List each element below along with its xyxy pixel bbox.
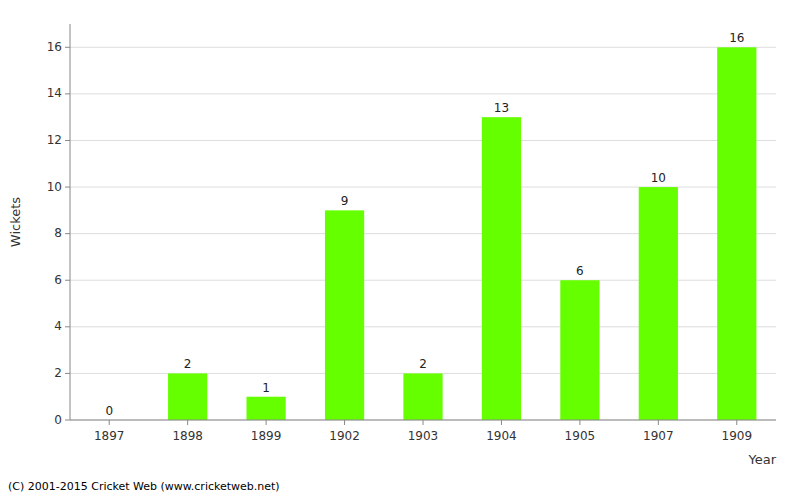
data-label: 1: [262, 381, 270, 395]
y-tick-label: 6: [54, 273, 62, 287]
chart-container: 0246810121416189718981899190219031904190…: [0, 0, 800, 500]
y-axis-line: [70, 24, 71, 420]
x-tick: [109, 420, 110, 425]
data-label: 13: [494, 101, 509, 115]
bar: [717, 47, 756, 420]
y-tick: [65, 420, 70, 421]
y-ticks: 0 2 4 6 8 10 12 14 16: [47, 40, 70, 427]
y-tick: [65, 233, 70, 234]
y-tick-label: 12: [47, 133, 62, 147]
grid-line: [70, 47, 776, 48]
x-tick-label: 1902: [329, 429, 360, 443]
data-label: 0: [105, 404, 113, 418]
y-tick: [65, 140, 70, 141]
x-tick: [266, 420, 267, 425]
x-tick-label: 1905: [565, 429, 596, 443]
grid: [70, 47, 776, 420]
y-tick: [65, 47, 70, 48]
x-tick: [423, 420, 424, 425]
x-tick: [579, 420, 580, 425]
x-axis-label: Year: [747, 452, 776, 467]
x-tick: [501, 420, 502, 425]
bar: [482, 117, 521, 420]
y-tick-label: 16: [47, 40, 62, 54]
y-tick: [65, 373, 70, 374]
data-labels: 0 2 1 9 2 13 6 10 16: [105, 31, 744, 418]
y-tick-label: 8: [54, 226, 62, 240]
x-ticks: 1897 1898 1899 1902 1903 1904 1905 1907 1909: [94, 420, 752, 443]
x-tick-label: 1903: [408, 429, 439, 443]
y-tick-label: 2: [54, 366, 62, 380]
y-tick: [65, 280, 70, 281]
x-tick: [658, 420, 659, 425]
x-tick-label: 1898: [172, 429, 203, 443]
x-tick: [187, 420, 188, 425]
data-label: 2: [184, 357, 192, 371]
x-tick-label: 1897: [94, 429, 125, 443]
data-label: 2: [419, 357, 427, 371]
bar: [325, 210, 364, 420]
data-label: 6: [576, 264, 584, 278]
y-axis-label: Wickets: [8, 197, 23, 247]
bar: [247, 397, 286, 420]
data-label: 16: [729, 31, 744, 45]
x-tick-label: 1907: [643, 429, 674, 443]
y-tick: [65, 93, 70, 94]
x-tick: [736, 420, 737, 425]
axes: [70, 24, 776, 420]
bar: [168, 373, 207, 420]
x-tick: [344, 420, 345, 425]
bar: [560, 280, 599, 420]
bar: [639, 187, 678, 420]
x-tick-label: 1904: [486, 429, 517, 443]
chart: 0246810121416189718981899190219031904190…: [0, 0, 800, 500]
y-tick-label: 4: [54, 319, 62, 333]
grid-line: [70, 93, 776, 94]
y-tick-label: 0: [54, 413, 62, 427]
y-tick-label: 14: [47, 86, 62, 100]
y-tick: [65, 187, 70, 188]
y-tick: [65, 326, 70, 327]
data-label: 10: [651, 171, 666, 185]
grid-line: [70, 140, 776, 141]
x-tick-label: 1899: [251, 429, 282, 443]
bar: [403, 373, 442, 420]
y-tick-label: 10: [47, 180, 62, 194]
x-tick-label: 1909: [722, 429, 753, 443]
bars: [168, 47, 756, 420]
footer: (C) 2001-2015 Cricket Web (www.cricketwe…: [8, 480, 280, 493]
data-label: 9: [341, 194, 349, 208]
